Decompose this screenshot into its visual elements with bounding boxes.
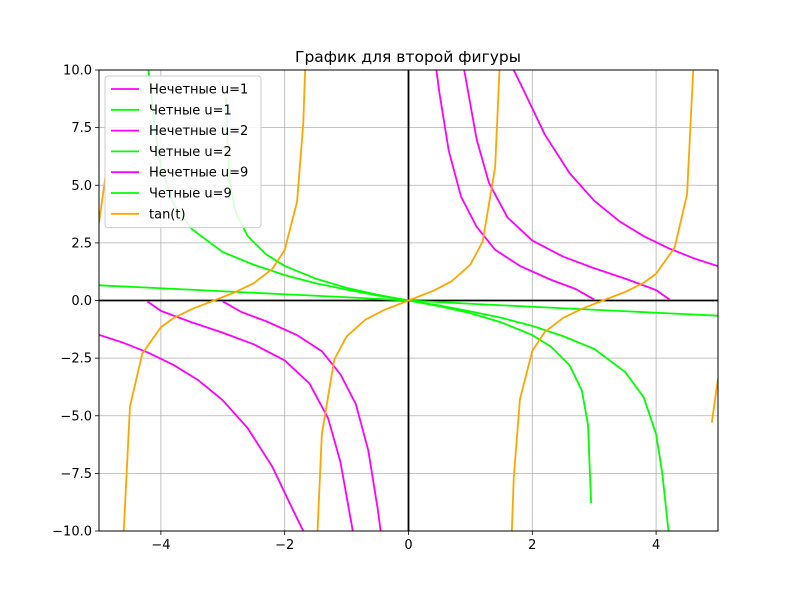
series-4-segment-0: [222, 300, 382, 531]
x-tick-label: 0: [404, 538, 412, 553]
y-tick-label: −5.0: [60, 409, 92, 424]
legend-box: [104, 75, 262, 229]
y-tick-label: 2.5: [71, 236, 92, 251]
legend-label: Нечетные u=9: [149, 166, 248, 181]
series-layer: [99, 70, 718, 531]
y-tick-label: 0.0: [71, 294, 92, 309]
series-4-segment-1: [435, 70, 595, 301]
legend: Нечетные u=1 Четные u=1 Нечетные u=2 Четные…: [104, 75, 262, 229]
y-tick-label: −7.5: [60, 467, 92, 482]
x-tick-label: −4: [151, 538, 170, 553]
series-6-segment-2: [316, 70, 501, 531]
y-tick-label: 7.5: [71, 121, 92, 136]
y-tick-label: 5.0: [71, 179, 92, 194]
series-6-segment-3: [510, 70, 695, 531]
chart-title: График для второй фигуры: [295, 48, 521, 66]
y-tick-label: −2.5: [60, 352, 92, 367]
y-tick-label: 10.0: [63, 64, 92, 79]
series-6-segment-1: [122, 70, 307, 531]
series-6-segment-4: [710, 378, 718, 423]
x-tick-label: 4: [652, 538, 660, 553]
legend-label: Четные u=1: [149, 103, 232, 118]
series-0-segment-1: [512, 70, 718, 268]
y-tick-label: −10.0: [52, 525, 92, 540]
legend-label: Нечетные u=1: [149, 83, 248, 98]
x-tick-label: −2: [275, 538, 294, 553]
series-0-segment-0: [99, 333, 305, 531]
series-6-segment-0: [99, 178, 107, 223]
x-tick-label: 2: [528, 538, 536, 553]
legend-label: tan(t): [149, 207, 186, 222]
legend-label: Четные u=9: [149, 187, 232, 202]
legend-label: Четные u=2: [149, 145, 232, 160]
legend-label: Нечетные u=2: [149, 124, 248, 139]
ticks: −4 −2 0 2 4 −10.0 −7.5 −5.0 −2.5 0.0 2.5 5.0 7.5 10.0: [52, 64, 660, 554]
